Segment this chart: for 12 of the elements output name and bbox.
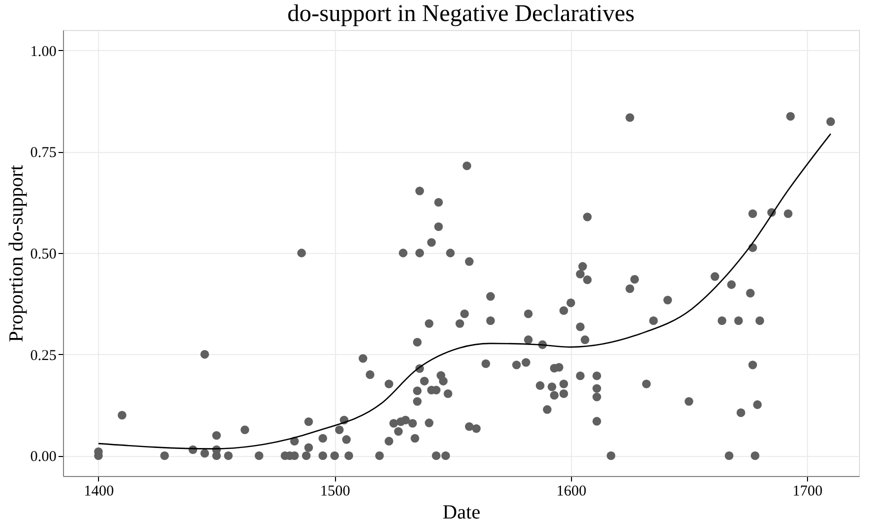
x-axis-title: Date xyxy=(442,502,480,524)
y-tick-label: 0.00 xyxy=(30,449,56,466)
chart-title: do-support in Negative Declaratives xyxy=(287,1,635,27)
y-tick-label: 0.25 xyxy=(30,348,56,364)
x-tick-label: 1600 xyxy=(556,484,586,500)
y-tick-label: 0.50 xyxy=(30,246,56,262)
x-tick-label: 1500 xyxy=(320,484,350,500)
x-tick-label: 1700 xyxy=(792,484,823,500)
y-axis-title: Proportion do-support xyxy=(5,164,28,342)
x-tick-label: 1400 xyxy=(84,484,114,500)
y-tick-label: 1.00 xyxy=(30,44,56,60)
y-tick-label: 0.75 xyxy=(30,145,56,162)
